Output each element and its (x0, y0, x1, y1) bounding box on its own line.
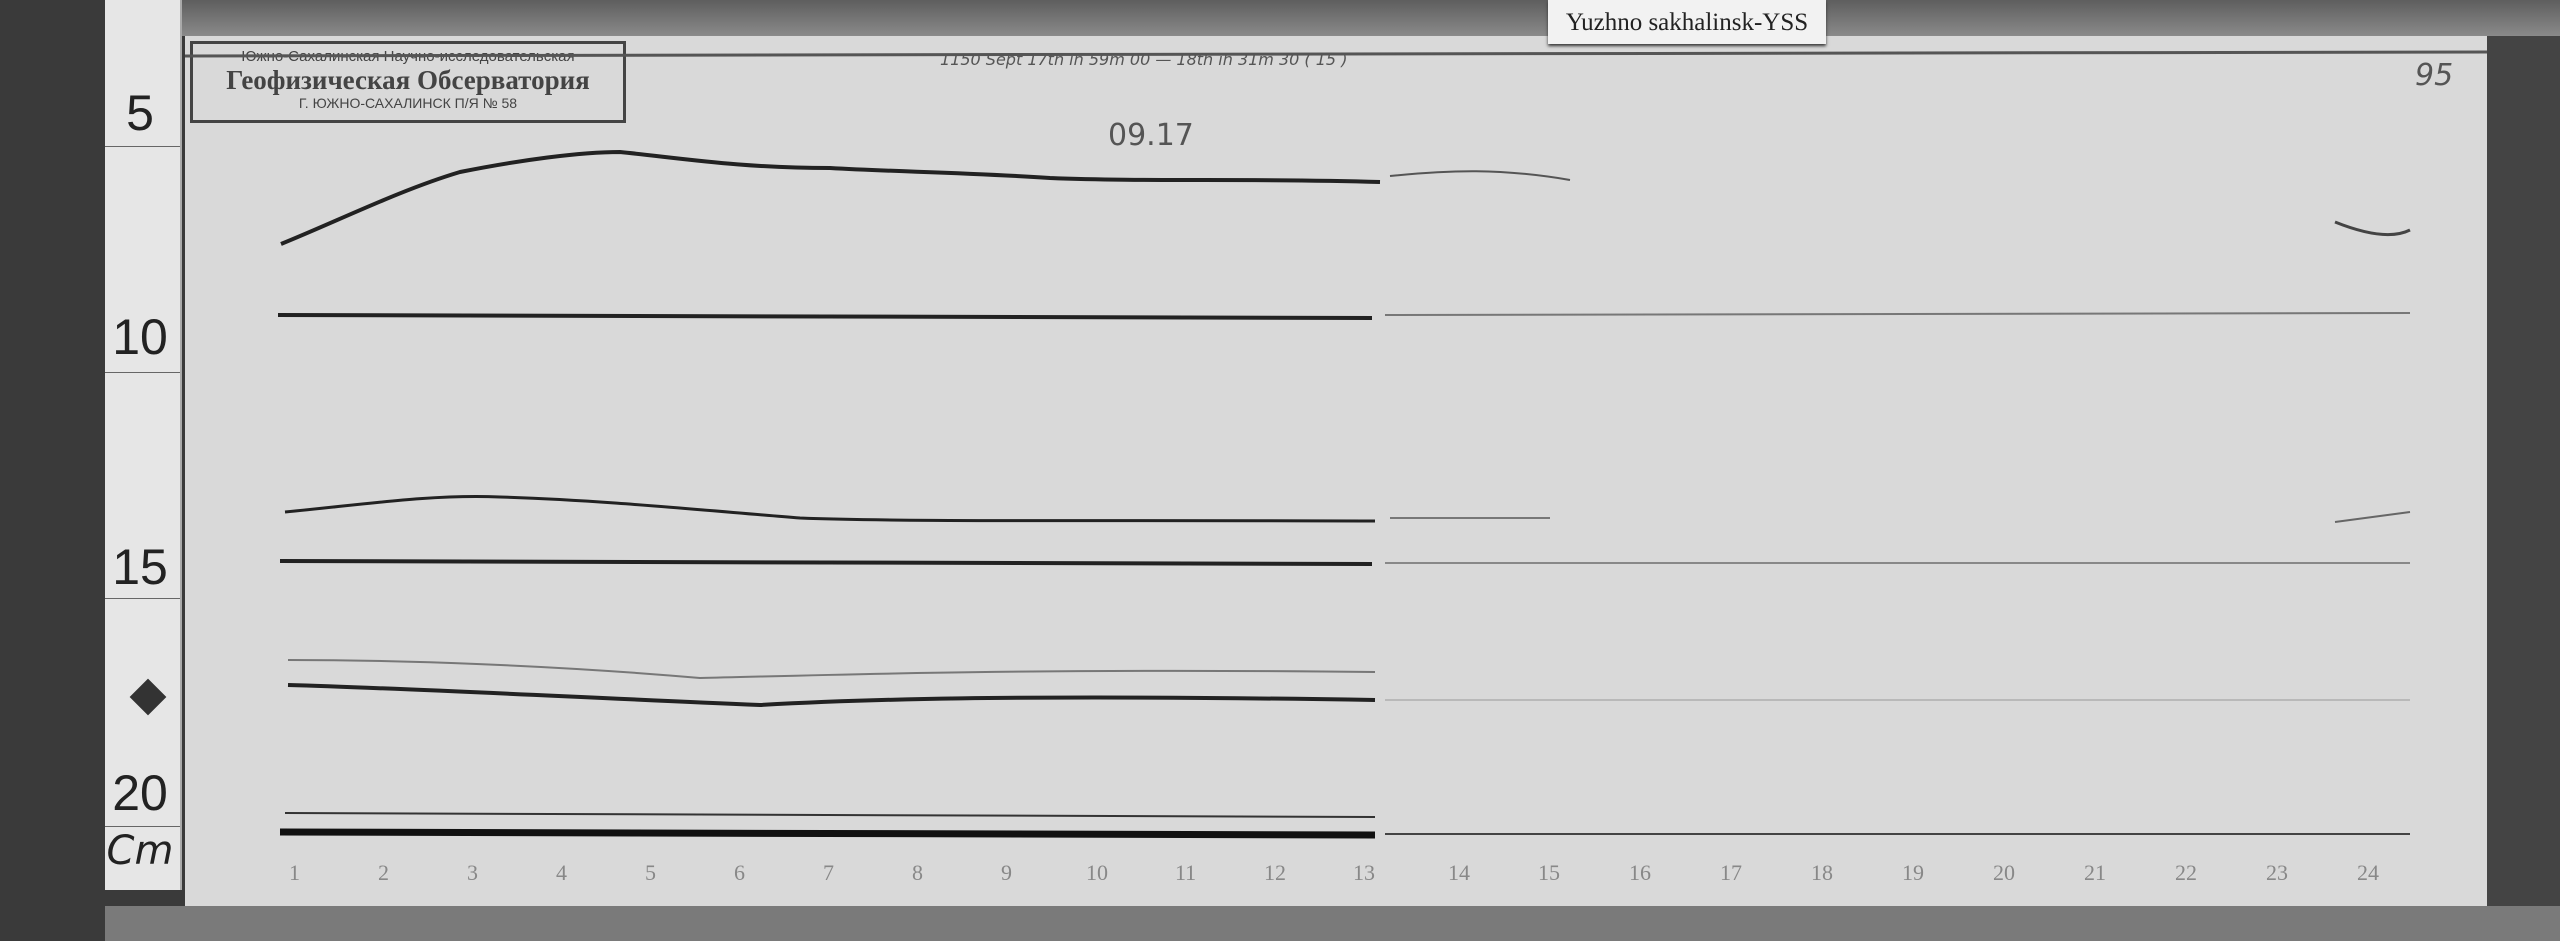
background (2487, 36, 2560, 941)
hour-label: 12 (1264, 860, 1286, 885)
hour-label: 22 (2175, 860, 2197, 885)
hour-label: 13 (1353, 860, 1375, 885)
ruler-mark: 15 (112, 539, 168, 595)
hour-label: 9 (1001, 860, 1012, 885)
trace-h-end (2334, 220, 2411, 237)
hour-label: 1 (289, 860, 300, 885)
hour-label: 21 (2084, 860, 2106, 885)
hour-label: 2 (378, 860, 389, 885)
ruler-unit: Cm (106, 828, 174, 874)
ruler-tick (105, 826, 180, 827)
hour-label: 3 (467, 860, 478, 885)
paper-top-line (184, 50, 2488, 58)
ruler-mark: 5 (126, 85, 154, 141)
hour-axis: 1 2 3 4 5 6 7 8 9 10 11 12 13 14 15 16 1… (289, 860, 2379, 885)
ruler-mark: 10 (112, 309, 168, 365)
hour-label: 5 (645, 860, 656, 885)
baseline-h (277, 313, 1373, 320)
trace-z (287, 683, 1376, 708)
hour-label: 17 (1720, 860, 1742, 885)
hour-label: 14 (1448, 860, 1470, 885)
baseline-z (279, 828, 1376, 839)
observatory-stamp: Южно-Сахалинская Научно-исследовательска… (190, 41, 626, 123)
background (180, 0, 2560, 36)
ruler: 5 10 15 20 Cm (105, 0, 182, 890)
ruler-tick (105, 146, 180, 147)
ruler-tick (105, 372, 180, 373)
baseline-d (279, 559, 1373, 566)
trace-d-end (2334, 511, 2411, 523)
hour-label: 18 (1811, 860, 1833, 885)
hour-label: 23 (2266, 860, 2288, 885)
trace-d (284, 495, 1376, 523)
hour-label: 24 (2357, 860, 2379, 885)
hour-label: 20 (1993, 860, 2015, 885)
hour-label: 16 (1629, 860, 1651, 885)
hour-label: 10 (1086, 860, 1108, 885)
ruler-mark: 20 (112, 765, 168, 821)
page-number: 95 (2415, 58, 2454, 93)
background (105, 906, 2560, 941)
stamp-title: Геофизическая Обсерватория (226, 65, 590, 95)
hour-label: 4 (556, 860, 567, 885)
trace-h-continued (1389, 170, 1571, 181)
date-note: 09.17 (1108, 118, 1194, 153)
trace-h (280, 149, 1381, 246)
ruler-tick (105, 598, 180, 599)
baseline-z-upper (284, 812, 1376, 818)
hour-label: 6 (734, 860, 745, 885)
stamp-address: Г. ЮЖНО-САХАЛИНСК П/Я № 58 (298, 95, 518, 111)
baseline-h-continued (1384, 312, 2411, 316)
hour-label: 11 (1175, 860, 1196, 885)
hour-label: 19 (1902, 860, 1924, 885)
station-label: Yuzhno sakhalinsk-YSS (1548, 0, 1826, 44)
hour-label: 7 (823, 860, 834, 885)
trace-z-upper (287, 659, 1376, 680)
hour-label: 8 (912, 860, 923, 885)
hour-label: 15 (1538, 860, 1560, 885)
